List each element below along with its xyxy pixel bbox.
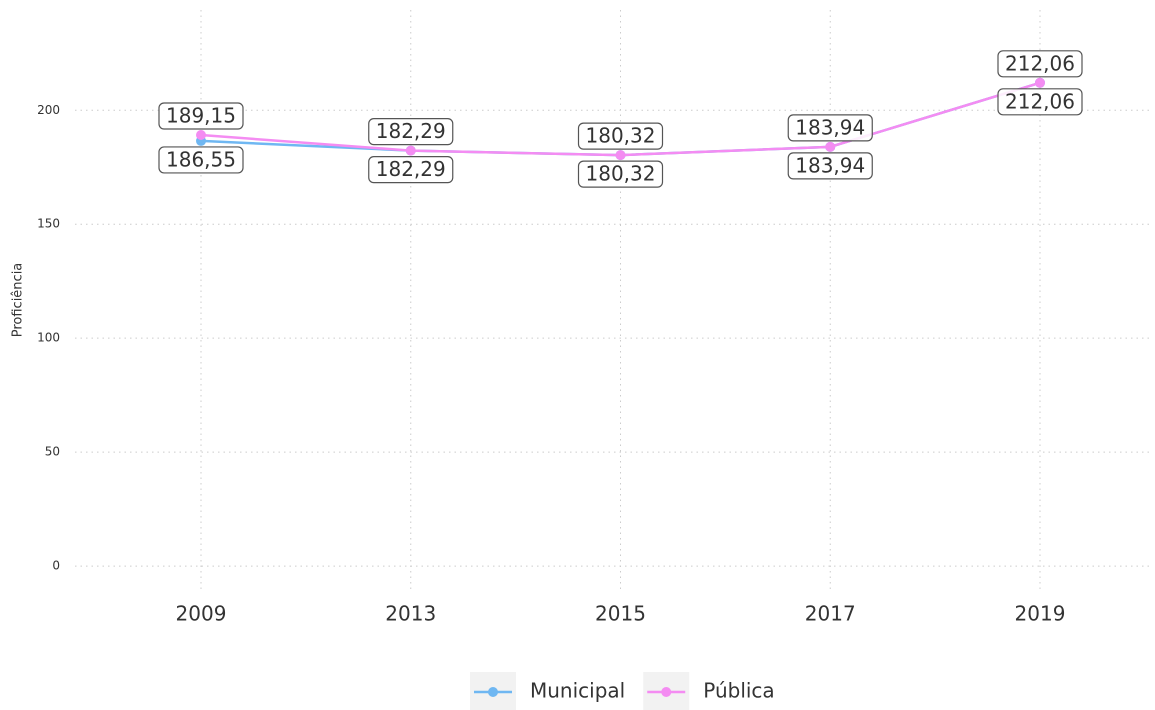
label-box bbox=[158, 102, 244, 130]
x-tick-label: 2017 bbox=[805, 602, 856, 626]
legend-label: Pública bbox=[703, 679, 774, 703]
y-tick-label: 150 bbox=[37, 217, 60, 231]
data-label-text: 182,29 bbox=[376, 157, 446, 181]
y-tick-label: 50 bbox=[45, 445, 60, 459]
data-label: 212,06 bbox=[997, 50, 1083, 78]
y-tick-label: 0 bbox=[52, 559, 60, 573]
data-label: 180,32 bbox=[577, 160, 664, 188]
legend-key-point bbox=[661, 687, 672, 697]
data-point bbox=[405, 145, 416, 156]
data-label: 182,29 bbox=[368, 156, 454, 184]
x-tick-label: 2009 bbox=[176, 602, 227, 626]
data-label: 183,94 bbox=[787, 114, 873, 142]
legend-key-point bbox=[488, 687, 498, 697]
data-label: 180,32 bbox=[577, 122, 664, 150]
label-box bbox=[787, 114, 873, 142]
data-point bbox=[196, 130, 206, 141]
data-point bbox=[825, 141, 836, 152]
label-box bbox=[368, 156, 454, 184]
label-box bbox=[997, 50, 1083, 78]
data-label-text: 189,15 bbox=[166, 104, 236, 128]
data-label: 182,29 bbox=[368, 118, 454, 146]
data-label-text: 182,29 bbox=[376, 119, 446, 143]
data-label-text: 186,55 bbox=[166, 147, 236, 171]
data-point bbox=[615, 150, 626, 161]
y-tick-label: 200 bbox=[37, 103, 60, 117]
x-tick-label: 2015 bbox=[595, 602, 646, 626]
data-label: 183,94 bbox=[787, 152, 873, 180]
label-box bbox=[787, 152, 873, 180]
data-label: 212,06 bbox=[997, 88, 1083, 116]
data-label-text: 212,06 bbox=[1005, 89, 1075, 113]
data-label-text: 212,06 bbox=[1005, 51, 1075, 75]
label-box bbox=[997, 88, 1083, 116]
legend-label: Municipal bbox=[530, 679, 625, 703]
label-box bbox=[158, 146, 244, 174]
data-label-text: 180,32 bbox=[586, 162, 656, 186]
x-tick-label: 2019 bbox=[1015, 602, 1066, 626]
label-box bbox=[577, 160, 664, 188]
data-label: 189,15 bbox=[158, 102, 244, 130]
data-label: 186,55 bbox=[158, 146, 244, 174]
y-tick-label: 100 bbox=[37, 331, 60, 345]
data-label-text: 180,32 bbox=[586, 124, 656, 148]
label-box bbox=[368, 118, 454, 146]
data-label-text: 183,94 bbox=[795, 115, 865, 139]
y-axis-label: Proficiência bbox=[11, 263, 26, 338]
x-tick-label: 2013 bbox=[385, 602, 436, 626]
data-label-text: 183,94 bbox=[795, 153, 865, 177]
label-box bbox=[577, 122, 664, 150]
data-point bbox=[1035, 77, 1045, 88]
